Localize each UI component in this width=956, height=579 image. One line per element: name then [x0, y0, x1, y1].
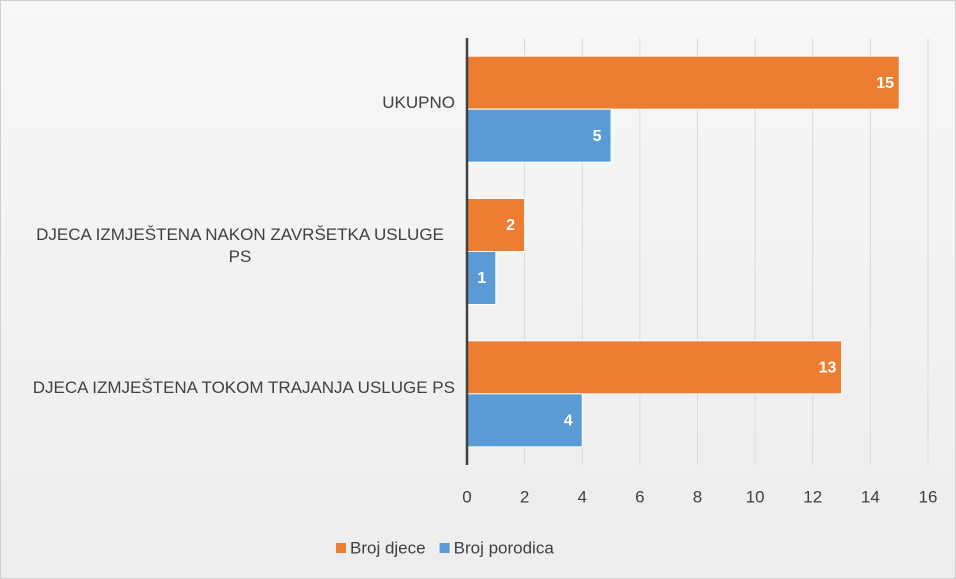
- x-tick-label: 10: [746, 487, 765, 506]
- category-label: UKUPNO: [382, 92, 455, 114]
- bar: [466, 55, 900, 110]
- bar: [466, 393, 583, 448]
- category-label: DJECA IZMJEŠTENA NAKON ZAVRŠETKA USLUGE …: [25, 224, 455, 268]
- legend-label: Broj djece: [350, 538, 426, 557]
- x-tick-label: 12: [803, 487, 822, 506]
- category-label: DJECA IZMJEŠTENA TOKOM TRAJANJA USLUGE P…: [33, 377, 455, 399]
- x-tick-label: 16: [919, 487, 938, 506]
- x-tick-label: 14: [861, 487, 880, 506]
- data-label: 1: [477, 270, 486, 287]
- x-tick-label: 6: [635, 487, 644, 506]
- data-label: 4: [564, 413, 573, 430]
- data-label: 13: [819, 360, 837, 377]
- category-text: DJECA IZMJEŠTENA NAKON ZAVRŠETKA USLUGE …: [36, 224, 444, 266]
- data-label: 5: [593, 128, 602, 145]
- bar: [466, 198, 526, 252]
- bar: [466, 340, 843, 395]
- bar: [466, 108, 612, 163]
- legend-swatch: [439, 543, 450, 553]
- x-tick-label: 2: [520, 487, 529, 506]
- x-tick-label: 4: [578, 487, 587, 506]
- x-tick-label: 8: [693, 487, 702, 506]
- data-label: 2: [506, 217, 515, 234]
- data-label: 15: [876, 75, 894, 92]
- x-tick-label: 0: [462, 487, 471, 506]
- legend-swatch: [336, 543, 346, 553]
- category-text: DJECA IZMJEŠTENA TOKOM TRAJANJA USLUGE P…: [32, 377, 455, 397]
- legend-label: Broj porodica: [454, 538, 555, 557]
- category-text: UKUPNO: [382, 93, 455, 113]
